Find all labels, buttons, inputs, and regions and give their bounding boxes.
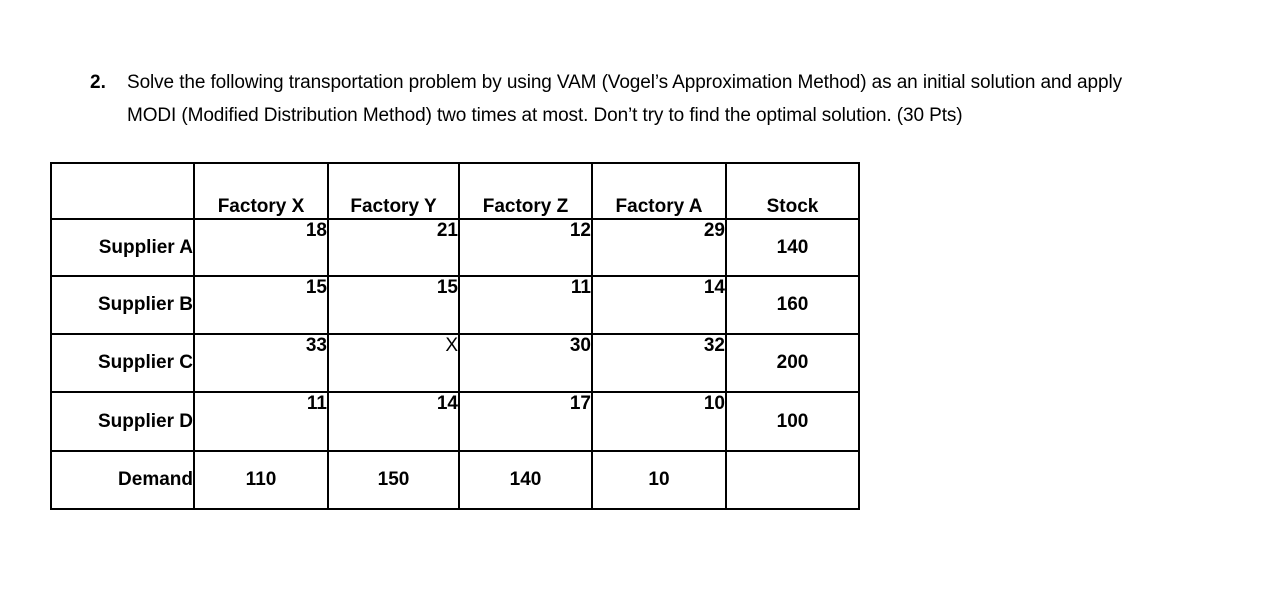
row-label-supplier-a: Supplier A	[50, 218, 195, 277]
table-row-demand: Demand 110 150 140 10	[50, 450, 860, 510]
problem-text-line1: Solve the following transportation probl…	[127, 72, 1122, 93]
column-header-factory-a: Factory A	[591, 162, 727, 220]
cost-cell-a-x: 18	[193, 218, 329, 277]
table-row-supplier-b: Supplier B 15 15 11 14 160	[50, 275, 860, 335]
cost-cell-c-a: 32	[591, 333, 727, 393]
row-label-supplier-b: Supplier B	[50, 275, 195, 335]
stock-cell-supplier-d: 100	[725, 391, 860, 452]
cost-cell-c-z: 30	[458, 333, 593, 393]
cost-cell-d-y: 14	[327, 391, 460, 452]
row-label-supplier-d: Supplier D	[50, 391, 195, 452]
demand-cell-factory-y: 150	[327, 450, 460, 510]
stock-cell-supplier-b: 160	[725, 275, 860, 335]
cost-cell-b-y: 15	[327, 275, 460, 335]
cost-cell-a-y: 21	[327, 218, 460, 277]
stock-cell-supplier-c: 200	[725, 333, 860, 393]
demand-cell-factory-a: 10	[591, 450, 727, 510]
problem-text-line2: MODI (Modified Distribution Method) two …	[127, 105, 963, 126]
cost-cell-a-a: 29	[591, 218, 727, 277]
row-label-supplier-c: Supplier C	[50, 333, 195, 393]
demand-cell-factory-x: 110	[193, 450, 329, 510]
cost-cell-a-z: 12	[458, 218, 593, 277]
cost-cell-d-z: 17	[458, 391, 593, 452]
corner-cell	[50, 162, 195, 220]
row-label-demand: Demand	[50, 450, 195, 510]
demand-stock-empty-cell	[725, 450, 860, 510]
cost-cell-b-a: 14	[591, 275, 727, 335]
column-header-factory-x: Factory X	[193, 162, 329, 220]
cost-cell-c-y-blocked: X	[327, 333, 460, 393]
table-row-supplier-a: Supplier A 18 21 12 29 140	[50, 218, 860, 277]
column-header-factory-y: Factory Y	[327, 162, 460, 220]
problem-text: Solve the following transportation probl…	[127, 66, 1122, 132]
cost-cell-d-x: 11	[193, 391, 329, 452]
problem-statement: 2. Solve the following transportation pr…	[90, 66, 1122, 132]
transportation-table: Factory X Factory Y Factory Z Factory A …	[50, 162, 860, 510]
table-row-supplier-c: Supplier C 33 X 30 32 200	[50, 333, 860, 393]
cost-cell-b-z: 11	[458, 275, 593, 335]
header-row: Factory X Factory Y Factory Z Factory A …	[50, 162, 860, 220]
problem-number: 2.	[90, 72, 106, 93]
column-header-factory-z: Factory Z	[458, 162, 593, 220]
cost-cell-b-x: 15	[193, 275, 329, 335]
cost-cell-c-x: 33	[193, 333, 329, 393]
table-row-supplier-d: Supplier D 11 14 17 10 100	[50, 391, 860, 452]
stock-cell-supplier-a: 140	[725, 218, 860, 277]
demand-cell-factory-z: 140	[458, 450, 593, 510]
cost-cell-d-a: 10	[591, 391, 727, 452]
column-header-stock: Stock	[725, 162, 860, 220]
